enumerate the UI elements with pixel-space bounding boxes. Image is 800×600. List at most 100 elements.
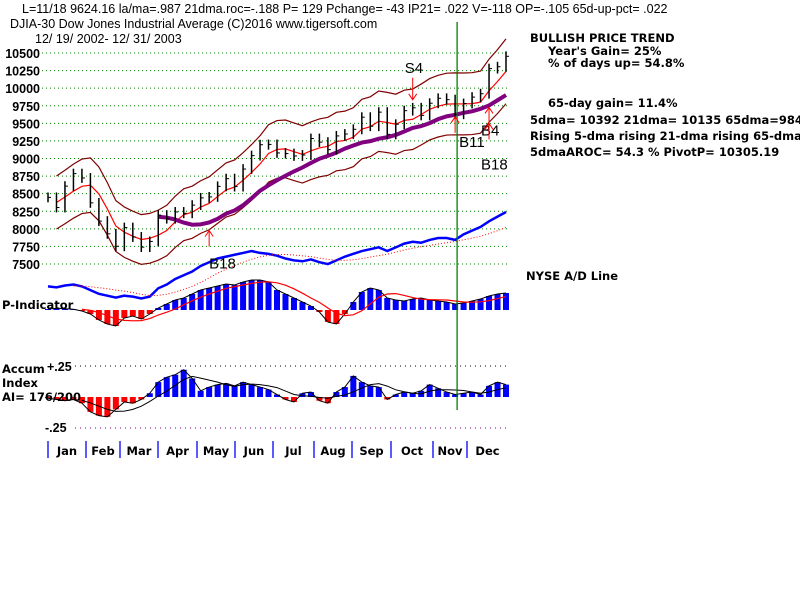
accum-index-bar: [223, 383, 230, 397]
accum-index-bar: [460, 393, 467, 397]
accum-index-bar: [350, 375, 357, 397]
signal-label: B18: [481, 156, 508, 173]
date-range: 12/ 19/ 2002- 12/ 31/ 2003: [35, 32, 182, 46]
p-indicator-bar: [274, 290, 280, 310]
accum-index-bar: [435, 388, 442, 397]
month-label: Jan: [56, 444, 77, 458]
accum-index-bar: [316, 397, 323, 401]
month-label: May: [203, 444, 230, 458]
p-indicator-bar: [477, 299, 484, 310]
p-indicator-bar: [426, 300, 433, 310]
ad-line: [47, 210, 507, 300]
p-indicator-bar: [248, 280, 255, 310]
accum-index-bar: [138, 397, 145, 400]
accum-label: Accum: [2, 362, 45, 376]
y-tick-label: 10500: [5, 47, 40, 61]
aroc-pivot: 5dmaAROC= 54.3 % PivotP= 10305.19: [530, 145, 779, 159]
ad-ma-line: [73, 226, 507, 297]
accum-index-bar: [486, 385, 493, 397]
y-tick-label: 10000: [5, 82, 40, 96]
accum-index-bar: [112, 397, 119, 410]
accum-index-bar: [503, 384, 509, 397]
accum-index-bar: [146, 393, 153, 397]
p-indicator-bar: [503, 293, 509, 310]
p-indicator-bar: [282, 294, 289, 310]
accum-index-bar: [290, 397, 297, 402]
p-indicator-bar: [384, 298, 391, 310]
ad-line-label: NYSE A/D Line: [526, 269, 618, 283]
accum-index-ma: [81, 375, 507, 412]
y-tick-label: 10250: [5, 65, 40, 79]
p-indicator-bar: [240, 282, 247, 310]
accum-index-bar: [477, 394, 484, 397]
p-indicator-bar: [129, 310, 136, 316]
accum-plus-label: +.25: [47, 360, 72, 374]
y-tick-label: 9500: [12, 117, 40, 131]
p-indicator-bar: [469, 301, 476, 310]
p-indicator-bar: [443, 302, 450, 310]
y-tick-label: 8500: [12, 188, 40, 202]
p-indicator-bar: [418, 298, 425, 310]
y-tick-label: 7500: [12, 258, 40, 272]
accum-index-bar: [61, 397, 68, 401]
rising-status: Rising 5-dma rising 21-dma rising 65-dma: [530, 129, 800, 143]
p-indicator-bar: [197, 290, 204, 310]
ma21-line: [56, 70, 507, 241]
p-indicator-bar: [486, 296, 493, 310]
accum-index-line: [47, 369, 507, 418]
signal-label: B11: [459, 134, 485, 151]
month-label: Aug: [320, 444, 345, 458]
accum-index-bar: [121, 397, 128, 402]
upper-band: [56, 38, 507, 216]
accum-index-bar: [240, 382, 247, 397]
accum-index-bar: [129, 397, 136, 404]
accum-index-bar: [78, 397, 85, 404]
p-indicator-bar: [180, 298, 187, 310]
month-label: Mar: [127, 444, 152, 458]
month-label: Nov: [437, 444, 463, 458]
accum-index-bar: [443, 392, 450, 397]
p-indicator-bar: [121, 310, 128, 318]
p-indicator-bar: [460, 303, 467, 310]
moving-averages: 5dma= 10392 21dma= 10135 65dma=9849: [530, 113, 800, 127]
accum-index-bar: [409, 393, 416, 397]
p-indicator-bar: [367, 288, 374, 310]
signal-label: B4: [481, 122, 499, 139]
p-indicator-bar: [341, 310, 348, 314]
y-tick-label: 7750: [12, 240, 40, 254]
y-tick-label: 9000: [12, 153, 40, 167]
month-label: Sep: [359, 444, 383, 458]
buy-arrow-icon: [204, 229, 214, 247]
p-indicator-bar: [172, 300, 179, 310]
p-indicator-bar: [214, 286, 221, 310]
y-tick-label: 8000: [12, 223, 40, 237]
p-indicator-bar: [350, 302, 357, 310]
p-indicator-bar: [358, 292, 365, 310]
accum-index-bar: [265, 389, 272, 397]
p-indicator-bar: [392, 300, 399, 310]
signal-label: S4: [405, 60, 423, 77]
p-indicator-bar: [409, 299, 416, 310]
month-label: Oct: [401, 444, 424, 458]
p-indicator-bar: [53, 308, 60, 310]
accum-minus-label: -.25: [45, 421, 67, 435]
p-indicator-bar: [61, 308, 68, 310]
trend-label: BULLISH PRICE TREND: [530, 31, 675, 45]
y-tick-label: 9750: [12, 100, 40, 114]
y-tick-label: 8750: [12, 170, 40, 184]
accum-index-bar: [324, 397, 331, 404]
accum-index-bar: [155, 382, 162, 397]
ai-label: AI= 176/200: [2, 390, 81, 404]
p-indicator-bar: [223, 284, 230, 310]
accum-index-bar: [248, 384, 255, 397]
ma65-line: [158, 93, 508, 227]
accum-index-bar: [214, 384, 221, 397]
p-indicator-bar: [257, 280, 264, 310]
signal-label: B18: [209, 255, 236, 272]
accum-index-bar: [180, 369, 187, 397]
accum-index-bar: [299, 393, 306, 397]
buy-arrow-icon: [450, 115, 460, 133]
accum-index-bar: [70, 397, 77, 400]
p-indicator-bar: [45, 309, 51, 310]
